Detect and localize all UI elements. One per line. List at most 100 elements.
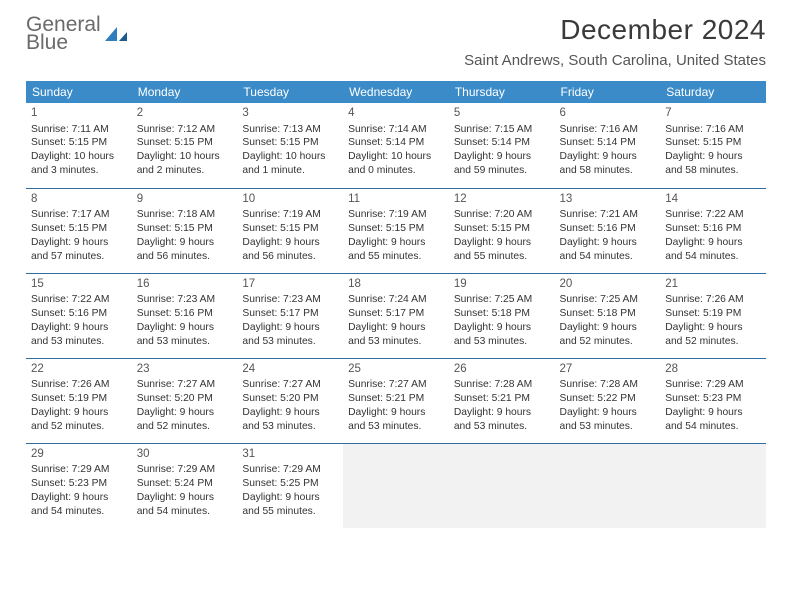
sunrise-text: Sunrise: 7:29 AM [665,378,761,392]
day-number: 8 [31,192,127,208]
daylight-text: Daylight: 9 hours and 58 minutes. [665,150,761,178]
day-cell: 22Sunrise: 7:26 AMSunset: 5:19 PMDayligh… [26,358,132,443]
sunset-text: Sunset: 5:24 PM [137,477,233,491]
day-number: 21 [665,277,761,293]
sunrise-text: Sunrise: 7:23 AM [242,293,338,307]
daylight-text: Daylight: 9 hours and 52 minutes. [31,406,127,434]
day-cell: 20Sunrise: 7:25 AMSunset: 5:18 PMDayligh… [555,273,661,358]
month-title: December 2024 [464,14,766,46]
day-cell: 4Sunrise: 7:14 AMSunset: 5:14 PMDaylight… [343,103,449,188]
sunrise-text: Sunrise: 7:13 AM [242,123,338,137]
daylight-text: Daylight: 9 hours and 56 minutes. [137,236,233,264]
sunrise-text: Sunrise: 7:22 AM [31,293,127,307]
sunset-text: Sunset: 5:16 PM [665,222,761,236]
sunset-text: Sunset: 5:23 PM [31,477,127,491]
sunrise-text: Sunrise: 7:11 AM [31,123,127,137]
day-number: 30 [137,447,233,463]
daylight-text: Daylight: 9 hours and 53 minutes. [454,406,550,434]
sunrise-text: Sunrise: 7:15 AM [454,123,550,137]
daylight-text: Daylight: 9 hours and 55 minutes. [348,236,444,264]
sunrise-text: Sunrise: 7:25 AM [454,293,550,307]
day-cell [343,443,449,528]
day-number: 25 [348,362,444,378]
daylight-text: Daylight: 9 hours and 54 minutes. [560,236,656,264]
sunset-text: Sunset: 5:15 PM [137,222,233,236]
sunset-text: Sunset: 5:16 PM [31,307,127,321]
day-cell: 10Sunrise: 7:19 AMSunset: 5:15 PMDayligh… [237,188,343,273]
sunset-text: Sunset: 5:15 PM [31,222,127,236]
sunset-text: Sunset: 5:25 PM [242,477,338,491]
day-number: 23 [137,362,233,378]
daylight-text: Daylight: 9 hours and 53 minutes. [137,321,233,349]
daylight-text: Daylight: 9 hours and 54 minutes. [31,491,127,519]
day-cell: 11Sunrise: 7:19 AMSunset: 5:15 PMDayligh… [343,188,449,273]
daylight-text: Daylight: 9 hours and 52 minutes. [665,321,761,349]
sunrise-text: Sunrise: 7:24 AM [348,293,444,307]
sunset-text: Sunset: 5:15 PM [31,136,127,150]
day-cell: 9Sunrise: 7:18 AMSunset: 5:15 PMDaylight… [132,188,238,273]
day-number: 18 [348,277,444,293]
day-number: 13 [560,192,656,208]
location-text: Saint Andrews, South Carolina, United St… [464,52,766,69]
sunrise-text: Sunrise: 7:21 AM [560,208,656,222]
day-number: 3 [242,106,338,122]
sunrise-text: Sunrise: 7:18 AM [137,208,233,222]
week-row: 8Sunrise: 7:17 AMSunset: 5:15 PMDaylight… [26,188,766,273]
day-number: 26 [454,362,550,378]
sunrise-text: Sunrise: 7:14 AM [348,123,444,137]
sunset-text: Sunset: 5:15 PM [242,222,338,236]
daylight-text: Daylight: 9 hours and 53 minutes. [242,321,338,349]
day-cell: 28Sunrise: 7:29 AMSunset: 5:23 PMDayligh… [660,358,766,443]
daylight-text: Daylight: 9 hours and 58 minutes. [560,150,656,178]
sunset-text: Sunset: 5:17 PM [242,307,338,321]
sunrise-text: Sunrise: 7:27 AM [242,378,338,392]
sunset-text: Sunset: 5:19 PM [665,307,761,321]
day-cell [555,443,661,528]
daylight-text: Daylight: 9 hours and 52 minutes. [560,321,656,349]
daylight-text: Daylight: 10 hours and 2 minutes. [137,150,233,178]
calendar-table: Sunday Monday Tuesday Wednesday Thursday… [26,81,766,528]
day-cell: 16Sunrise: 7:23 AMSunset: 5:16 PMDayligh… [132,273,238,358]
dow-tue: Tuesday [237,81,343,103]
day-cell: 3Sunrise: 7:13 AMSunset: 5:15 PMDaylight… [237,103,343,188]
daylight-text: Daylight: 9 hours and 53 minutes. [348,321,444,349]
sunrise-text: Sunrise: 7:29 AM [31,463,127,477]
day-number: 10 [242,192,338,208]
sunrise-text: Sunrise: 7:26 AM [665,293,761,307]
dow-thu: Thursday [449,81,555,103]
logo-text-block: General Blue [26,14,101,53]
dow-wed: Wednesday [343,81,449,103]
daylight-text: Daylight: 9 hours and 54 minutes. [665,236,761,264]
day-number: 1 [31,106,127,122]
week-row: 22Sunrise: 7:26 AMSunset: 5:19 PMDayligh… [26,358,766,443]
logo: General Blue [26,14,129,53]
day-number: 17 [242,277,338,293]
day-cell: 18Sunrise: 7:24 AMSunset: 5:17 PMDayligh… [343,273,449,358]
daylight-text: Daylight: 9 hours and 55 minutes. [242,491,338,519]
day-cell: 1Sunrise: 7:11 AMSunset: 5:15 PMDaylight… [26,103,132,188]
sunset-text: Sunset: 5:20 PM [242,392,338,406]
sunset-text: Sunset: 5:18 PM [454,307,550,321]
sunrise-text: Sunrise: 7:28 AM [454,378,550,392]
week-row: 1Sunrise: 7:11 AMSunset: 5:15 PMDaylight… [26,103,766,188]
daylight-text: Daylight: 9 hours and 53 minutes. [242,406,338,434]
day-cell: 19Sunrise: 7:25 AMSunset: 5:18 PMDayligh… [449,273,555,358]
sunrise-text: Sunrise: 7:25 AM [560,293,656,307]
sunset-text: Sunset: 5:15 PM [242,136,338,150]
day-number: 11 [348,192,444,208]
dow-row: Sunday Monday Tuesday Wednesday Thursday… [26,81,766,103]
daylight-text: Daylight: 9 hours and 56 minutes. [242,236,338,264]
header: General Blue December 2024 Saint Andrews… [0,0,792,73]
day-cell: 21Sunrise: 7:26 AMSunset: 5:19 PMDayligh… [660,273,766,358]
sunrise-text: Sunrise: 7:27 AM [137,378,233,392]
title-block: December 2024 Saint Andrews, South Carol… [464,14,766,69]
sunrise-text: Sunrise: 7:23 AM [137,293,233,307]
day-cell: 30Sunrise: 7:29 AMSunset: 5:24 PMDayligh… [132,443,238,528]
sunrise-text: Sunrise: 7:19 AM [348,208,444,222]
dow-mon: Monday [132,81,238,103]
day-number: 9 [137,192,233,208]
day-cell: 8Sunrise: 7:17 AMSunset: 5:15 PMDaylight… [26,188,132,273]
sunrise-text: Sunrise: 7:28 AM [560,378,656,392]
sunset-text: Sunset: 5:22 PM [560,392,656,406]
daylight-text: Daylight: 9 hours and 54 minutes. [137,491,233,519]
